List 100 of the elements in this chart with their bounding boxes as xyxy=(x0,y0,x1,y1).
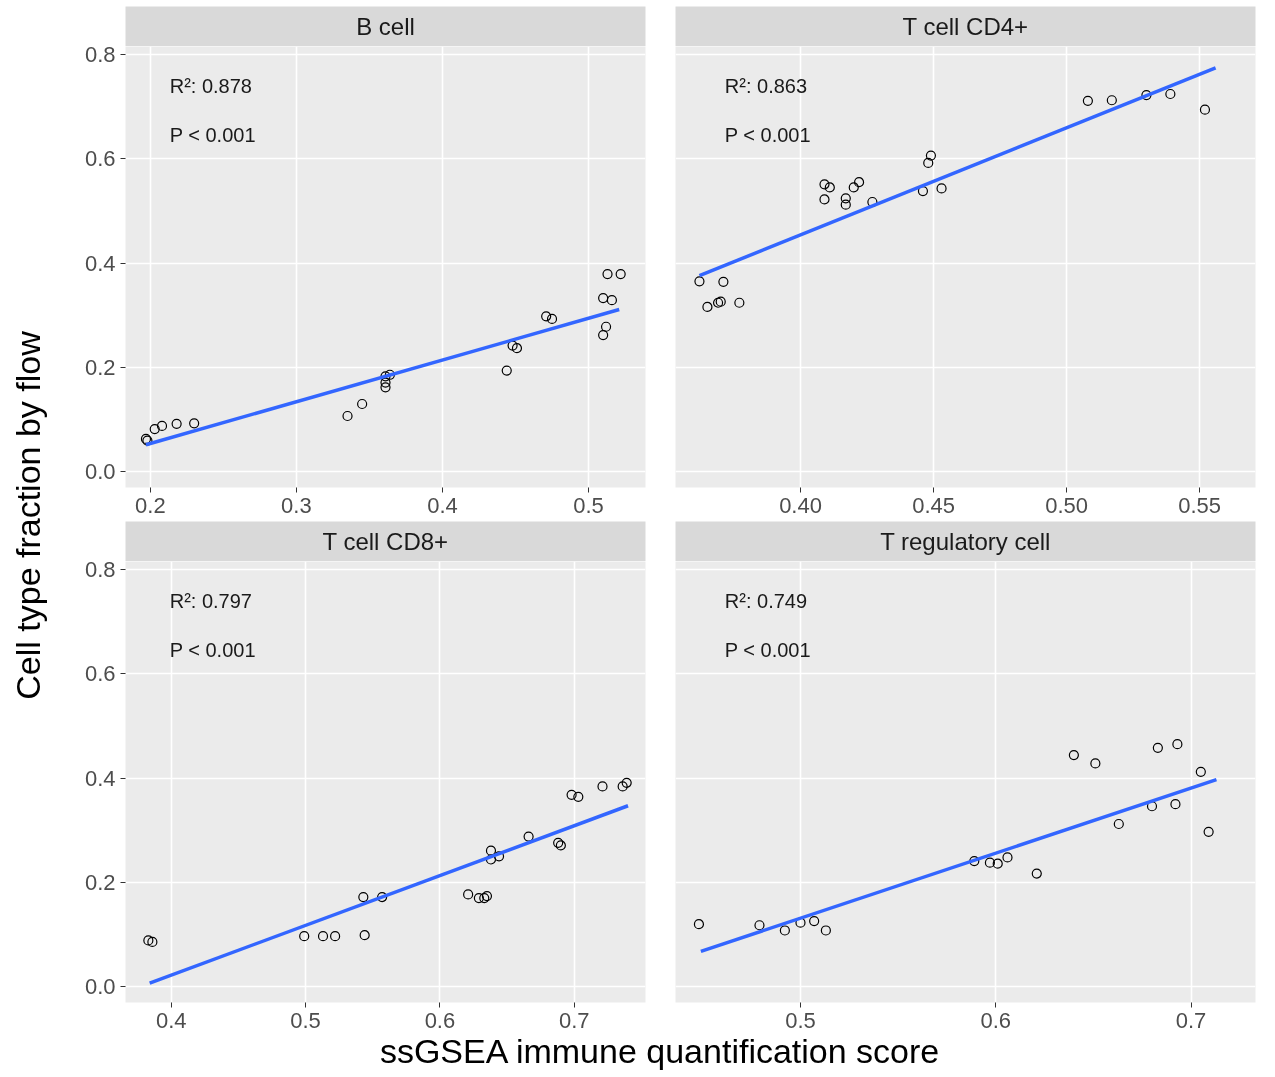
annotation: R²: 0.878 xyxy=(169,75,252,98)
point xyxy=(1199,104,1211,115)
point xyxy=(485,845,497,856)
point xyxy=(936,183,947,194)
point xyxy=(693,919,705,930)
point xyxy=(573,791,584,802)
point xyxy=(702,301,713,313)
annotation: P < 0.001 xyxy=(169,638,256,661)
point xyxy=(463,889,474,900)
point xyxy=(819,179,830,190)
point xyxy=(602,268,613,280)
x-tick-label: 0.55 xyxy=(1178,492,1222,518)
y-tick-label: 0.2 xyxy=(84,354,116,380)
y-tick-label: 0.6 xyxy=(84,661,116,687)
point xyxy=(840,199,851,210)
point xyxy=(597,781,608,792)
point xyxy=(917,185,929,197)
point xyxy=(359,930,370,941)
x-tick-label: 0.5 xyxy=(573,492,604,518)
point xyxy=(299,931,310,942)
annotation: R²: 0.749 xyxy=(724,590,808,613)
x-tick-label: 0.5 xyxy=(785,1007,816,1033)
y-tick-label: 0.6 xyxy=(84,146,116,172)
point xyxy=(156,420,168,432)
x-tick-label: 0.6 xyxy=(980,1007,1012,1033)
point xyxy=(1106,95,1117,106)
point xyxy=(617,781,628,792)
annotation: P < 0.001 xyxy=(724,638,811,661)
point xyxy=(1172,739,1183,750)
point xyxy=(147,936,158,948)
point xyxy=(473,893,484,904)
point xyxy=(485,854,497,865)
point xyxy=(1068,750,1079,761)
point xyxy=(1141,89,1152,101)
point xyxy=(1170,799,1181,810)
point xyxy=(1082,95,1093,106)
point xyxy=(1031,868,1042,879)
point xyxy=(330,931,341,942)
point xyxy=(511,343,523,354)
point xyxy=(342,410,353,422)
point xyxy=(507,340,518,351)
point xyxy=(840,193,851,204)
point xyxy=(598,330,609,341)
point xyxy=(384,369,395,380)
x-tick-label: 0.45 xyxy=(912,492,955,518)
point xyxy=(380,371,391,382)
point xyxy=(541,311,552,322)
x-tick-label: 0.3 xyxy=(281,492,312,518)
x-tick-label: 0.4 xyxy=(155,1007,187,1033)
point xyxy=(1113,818,1124,830)
annotation: P < 0.001 xyxy=(169,123,256,146)
point xyxy=(189,418,200,429)
y-tick-label: 0.2 xyxy=(84,869,116,895)
x-tick-label: 0.2 xyxy=(135,492,166,518)
annotation: R²: 0.863 xyxy=(724,75,808,98)
point xyxy=(546,313,558,325)
x-tick-label: 0.4 xyxy=(427,492,458,518)
point xyxy=(493,851,505,862)
point xyxy=(606,295,617,306)
point xyxy=(317,931,329,942)
point xyxy=(848,182,859,193)
chart-title: T cell CD8+ xyxy=(322,528,449,555)
point xyxy=(984,857,996,868)
point xyxy=(694,276,705,287)
chart-title: T regulatory cell xyxy=(880,528,1051,555)
x-tick-label: 0.5 xyxy=(290,1007,321,1033)
point xyxy=(1195,766,1206,777)
point xyxy=(1165,88,1176,100)
x-tick-label: 0.6 xyxy=(424,1007,456,1033)
point xyxy=(718,276,729,287)
y-axis-title: Cell type fraction by flow xyxy=(9,330,47,700)
x-tick-label: 0.7 xyxy=(558,1007,590,1033)
point xyxy=(1203,826,1214,837)
point xyxy=(1146,801,1158,812)
point xyxy=(1090,758,1101,769)
point xyxy=(795,917,806,928)
point xyxy=(149,423,160,435)
point xyxy=(809,915,820,927)
point xyxy=(143,935,154,946)
x-tick-label: 0.7 xyxy=(1175,1007,1207,1033)
point xyxy=(358,891,369,903)
point xyxy=(734,297,745,308)
y-tick-label: 0.0 xyxy=(84,459,116,485)
y-tick-label: 0.8 xyxy=(84,556,116,582)
point xyxy=(615,268,626,280)
point xyxy=(523,831,534,842)
point xyxy=(853,177,865,188)
point xyxy=(566,789,577,800)
point xyxy=(380,377,391,388)
point xyxy=(779,925,790,936)
point xyxy=(819,194,830,205)
point xyxy=(923,157,934,168)
x-axis-title: ssGSEA immune quantification score xyxy=(379,1031,940,1070)
point xyxy=(820,925,831,936)
chart-title: T cell CD4+ xyxy=(902,13,1029,40)
point xyxy=(824,182,835,193)
point xyxy=(621,777,632,788)
x-tick-label: 0.40 xyxy=(779,492,822,518)
y-tick-label: 0.0 xyxy=(84,974,116,1000)
y-tick-label: 0.4 xyxy=(84,250,116,276)
